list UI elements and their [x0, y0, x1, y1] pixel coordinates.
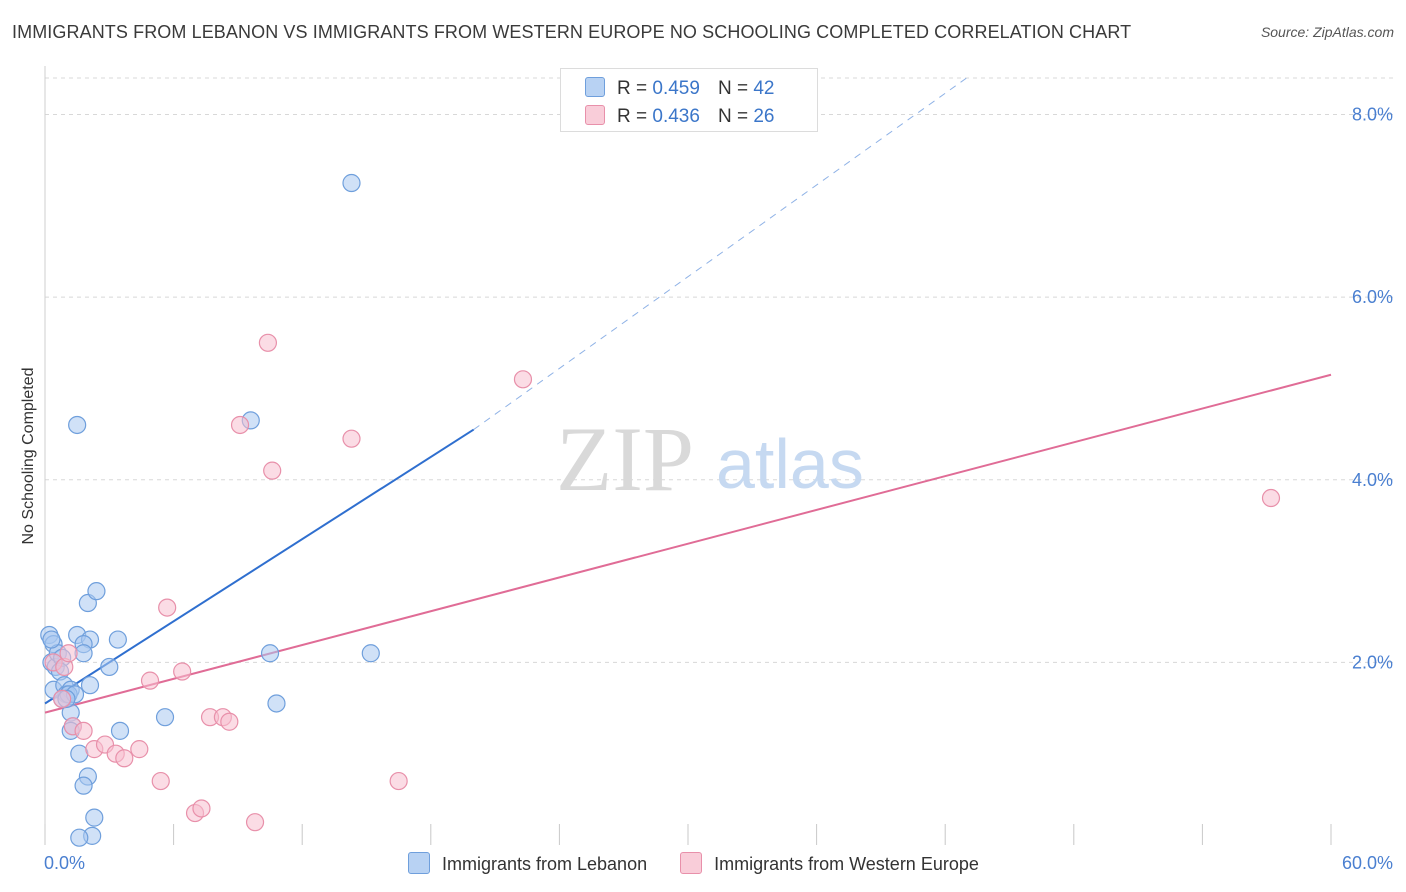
y-axis-label: No Schooling Completed	[20, 368, 37, 545]
point-western-europe	[53, 689, 72, 709]
point-western-europe	[74, 721, 93, 740]
watermark-zip: ZIP	[556, 408, 694, 510]
point-lebanon	[85, 808, 104, 827]
watermark: ZIP atlas	[556, 408, 864, 510]
point-western-europe	[263, 461, 282, 480]
series-label-western-europe: Immigrants from Western Europe	[714, 854, 979, 874]
stats-legend: R = 0.459 N = 42 R = 0.436 N = 26	[560, 68, 818, 132]
legend-n-label: N =	[717, 106, 749, 127]
point-western-europe	[158, 598, 177, 617]
legend-row-western-europe: R = 0.436 N = 26	[585, 105, 774, 127]
point-western-europe	[192, 799, 211, 818]
y-tick-label: 4.0%	[1352, 470, 1393, 490]
axis-labels: 2.0% 4.0% 6.0% 8.0% 0.0% 60.0% No Schooling Co…	[20, 105, 1393, 873]
legend-r-value: 0.436	[652, 106, 700, 127]
series-legend-western-europe[interactable]: Immigrants from Western Europe	[680, 852, 979, 875]
axes	[44, 66, 1332, 845]
point-lebanon	[110, 721, 130, 740]
series-legend: Immigrants from Lebanon Immigrants from …	[408, 852, 1007, 875]
point-western-europe	[258, 333, 278, 352]
trend-line-lebanon	[44, 428, 475, 705]
legend-row-lebanon: R = 0.459 N = 42	[585, 77, 774, 99]
point-lebanon	[108, 630, 127, 649]
trend-line-lebanon-extension	[473, 77, 967, 430]
point-western-europe	[342, 429, 361, 448]
point-western-europe	[130, 740, 149, 759]
point-western-europe	[513, 370, 533, 389]
legend-r-value: 0.459	[652, 78, 700, 99]
point-western-europe	[151, 771, 170, 791]
point-western-europe	[173, 662, 192, 681]
series-legend-lebanon[interactable]: Immigrants from Lebanon	[408, 852, 647, 875]
point-lebanon	[342, 173, 361, 193]
data-points	[40, 173, 1281, 847]
point-lebanon	[100, 657, 119, 677]
trend-lines	[44, 77, 1332, 714]
point-lebanon	[80, 676, 100, 695]
point-lebanon	[68, 415, 87, 435]
point-western-europe	[389, 771, 408, 791]
point-lebanon	[87, 582, 106, 601]
point-western-europe	[1261, 488, 1281, 508]
point-lebanon	[42, 630, 61, 649]
point-western-europe	[140, 671, 160, 690]
series-swatch-western-europe	[680, 852, 703, 874]
y-tick-label: 2.0%	[1352, 652, 1393, 672]
point-lebanon	[74, 776, 93, 795]
x-tick-label-max: 60.0%	[1342, 853, 1393, 873]
point-western-europe	[115, 749, 134, 768]
y-tick-label: 6.0%	[1352, 287, 1393, 307]
trend-line-western-europe	[44, 373, 1332, 714]
y-tick-label: 8.0%	[1352, 105, 1393, 125]
legend-n-label: N =	[717, 78, 749, 99]
series-label-lebanon: Immigrants from Lebanon	[442, 854, 648, 874]
point-lebanon	[267, 694, 286, 713]
source-credit: Source: ZipAtlas.com	[1260, 24, 1394, 40]
point-lebanon	[361, 644, 380, 663]
point-lebanon	[70, 828, 89, 847]
point-lebanon	[70, 744, 89, 763]
legend-swatch-western-europe	[585, 105, 605, 125]
watermark-atlas: atlas	[716, 425, 864, 503]
point-lebanon	[260, 644, 280, 663]
point-western-europe	[59, 644, 78, 663]
point-western-europe	[220, 712, 239, 731]
point-lebanon	[155, 708, 175, 727]
point-western-europe	[230, 415, 250, 435]
legend-r-label: R =	[617, 78, 648, 99]
legend-swatch-lebanon	[585, 77, 605, 97]
x-tick-label-min: 0.0%	[44, 853, 85, 873]
legend-n-value: 26	[753, 106, 775, 127]
point-western-europe	[245, 813, 265, 832]
legend-n-value: 42	[753, 78, 775, 99]
chart-title: IMMIGRANTS FROM LEBANON VS IMMIGRANTS FR…	[12, 22, 1132, 42]
legend-r-label: R =	[617, 106, 648, 127]
series-swatch-lebanon	[408, 852, 430, 874]
